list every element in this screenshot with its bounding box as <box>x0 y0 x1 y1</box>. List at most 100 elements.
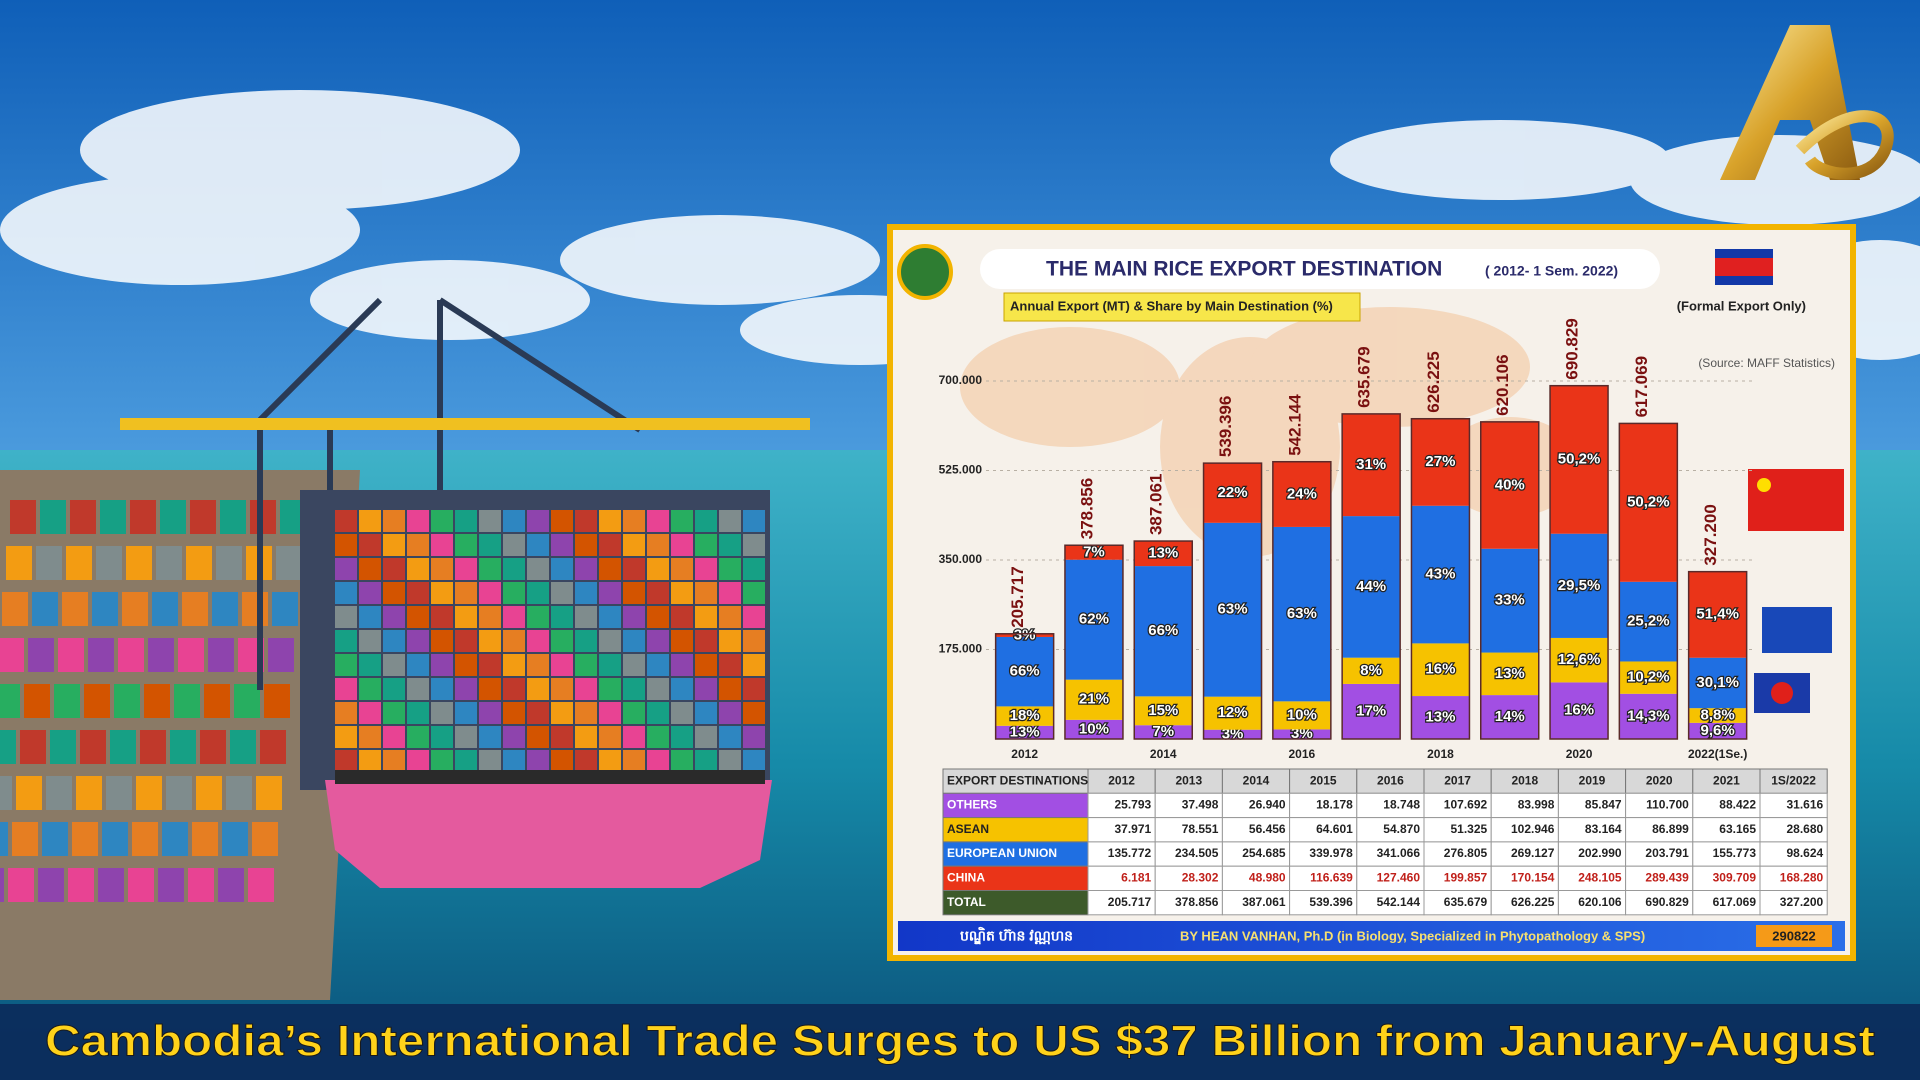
table-value: 86.899 <box>1652 822 1689 836</box>
table-value: 620.106 <box>1578 895 1622 909</box>
bar-segment <box>995 725 1054 739</box>
total-label: 205.717 <box>1008 566 1027 627</box>
container <box>623 606 645 628</box>
container <box>359 582 381 604</box>
container <box>743 654 765 676</box>
yard-container <box>170 730 196 764</box>
yard-container <box>62 592 88 626</box>
yard-container <box>152 592 178 626</box>
bar-outline <box>1064 544 1124 740</box>
bar-segment <box>1550 385 1609 534</box>
share-label: 66% <box>1010 663 1040 680</box>
table-value: 31.616 <box>1786 798 1823 812</box>
container <box>527 510 549 532</box>
yard-container <box>156 546 182 580</box>
table-cell <box>1087 865 1156 892</box>
container <box>647 702 669 724</box>
yard-container <box>10 500 36 534</box>
container <box>479 654 501 676</box>
container <box>623 582 645 604</box>
table-row-label-cell <box>942 890 1089 916</box>
table-value: 110.700 <box>1646 798 1689 812</box>
table-value: 25.793 <box>1114 798 1151 812</box>
yard-container <box>16 776 42 810</box>
container <box>503 702 525 724</box>
container <box>551 726 573 748</box>
yard-container <box>68 868 94 902</box>
table-cell <box>1356 865 1425 892</box>
table-value: 78.551 <box>1182 822 1219 836</box>
share-label: 15% <box>1148 702 1178 719</box>
share-label: 24% <box>1287 485 1317 502</box>
container <box>455 678 477 700</box>
container <box>551 630 573 652</box>
container <box>335 750 357 772</box>
share-label: 33% <box>1495 592 1525 609</box>
container <box>479 510 501 532</box>
container <box>335 510 357 532</box>
container <box>431 582 453 604</box>
container <box>599 582 621 604</box>
table-value: 54.870 <box>1383 822 1420 836</box>
table-value: 98.624 <box>1786 846 1823 860</box>
container <box>431 750 453 772</box>
chart-subtitle: Annual Export (MT) & Share by Main Desti… <box>1010 298 1333 313</box>
yard-container <box>204 684 230 718</box>
container <box>599 750 621 772</box>
container <box>335 534 357 556</box>
container <box>599 702 621 724</box>
yard-container <box>6 546 32 580</box>
y-tick-label: 700.000 <box>939 373 983 387</box>
table-value: 542.144 <box>1377 895 1421 909</box>
container <box>695 654 717 676</box>
bar-segment <box>1203 696 1262 730</box>
yard-container <box>222 822 248 856</box>
container <box>431 510 453 532</box>
table-cell <box>1759 865 1828 892</box>
author: BY HEAN VANHAN, Ph.D (in Biology, Specia… <box>1180 928 1645 943</box>
container <box>479 534 501 556</box>
container <box>383 606 405 628</box>
yard-container <box>12 822 38 856</box>
table-header: 2019 <box>1579 773 1606 787</box>
yard-container <box>28 638 54 672</box>
container <box>527 630 549 652</box>
bar-segment <box>1064 719 1123 739</box>
total-label: 539.396 <box>1216 396 1235 457</box>
container <box>431 630 453 652</box>
container <box>455 654 477 676</box>
bar-outline <box>1410 417 1471 740</box>
table-value: 48.980 <box>1249 871 1286 885</box>
share-label: 10% <box>1079 720 1109 737</box>
yard-container <box>58 638 84 672</box>
table-value: 690.829 <box>1645 895 1689 909</box>
yard-container <box>242 592 268 626</box>
yard-container <box>208 638 234 672</box>
table-value: 387.061 <box>1242 895 1286 909</box>
share-label: 7% <box>1152 723 1174 740</box>
table-value: 127.460 <box>1377 871 1421 885</box>
table-header-cell <box>1692 768 1761 794</box>
container <box>647 654 669 676</box>
table-value: 83.998 <box>1518 798 1555 812</box>
x-tick-label: 2014 <box>1150 747 1177 761</box>
container <box>551 582 573 604</box>
yard-container <box>260 730 286 764</box>
bar-segment <box>1619 693 1678 739</box>
container <box>695 630 717 652</box>
yard-container <box>268 638 294 672</box>
container <box>503 510 525 532</box>
x-tick-label: 2022(1Se.) <box>1688 747 1747 761</box>
table-header: 1S/2022 <box>1771 773 1816 787</box>
table-value: 168.280 <box>1780 871 1824 885</box>
share-label: 21% <box>1079 691 1109 708</box>
container <box>599 654 621 676</box>
share-label: 12,6% <box>1558 651 1601 668</box>
container <box>527 534 549 556</box>
share-label: 30,1% <box>1696 674 1739 691</box>
bar-segment <box>1134 725 1193 739</box>
container <box>599 510 621 532</box>
bar-segment <box>1064 559 1123 680</box>
container <box>647 558 669 580</box>
table-cell <box>1490 865 1559 892</box>
